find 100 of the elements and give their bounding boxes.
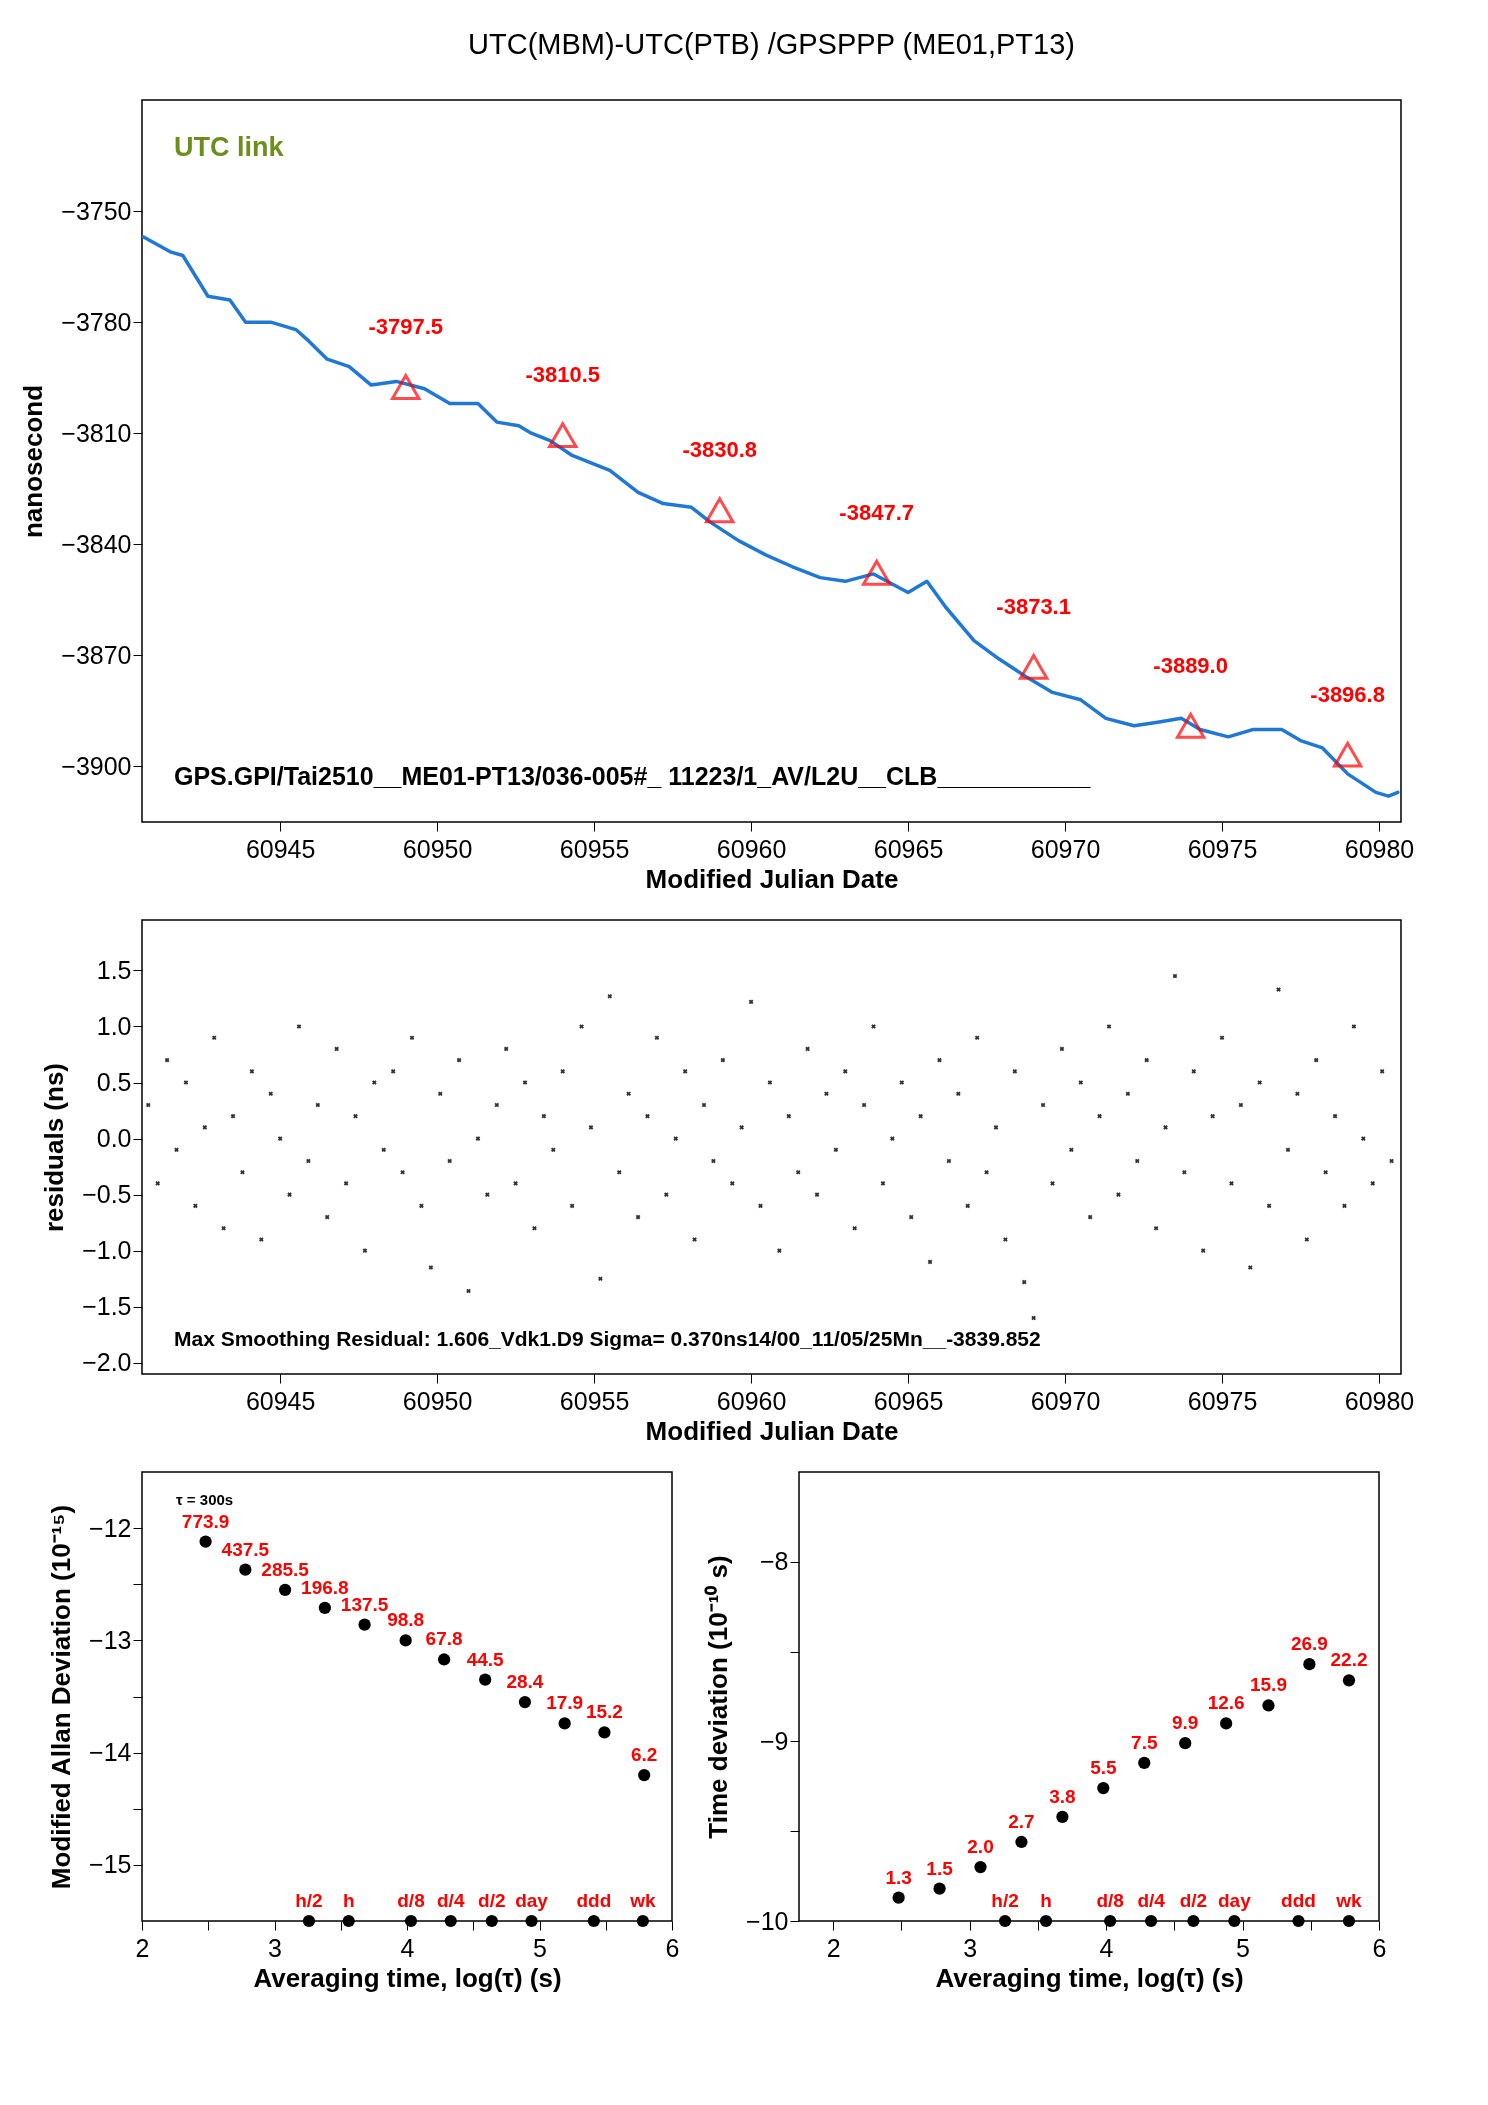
x-tick-label: 60945: [245, 1386, 316, 1415]
annotation: 3.8: [1049, 1785, 1076, 1807]
annotation: 2.0: [967, 1836, 994, 1858]
annotation: 6.2: [630, 1744, 658, 1766]
annotation: 17.9: [546, 1692, 584, 1714]
y-tick-label: −2.0: [82, 1348, 132, 1377]
x-tick-label: 60960: [716, 1386, 787, 1415]
y-tick-label: −3870: [61, 640, 132, 669]
annotation: 1.5: [926, 1857, 954, 1879]
annotation: d/2: [478, 1890, 506, 1911]
annotation: 26.9: [1290, 1633, 1328, 1655]
point: [1262, 1699, 1275, 1712]
x-axis-title: Averaging time, log(τ) (s): [253, 1962, 562, 1993]
point: [485, 1914, 498, 1928]
point: [302, 1914, 316, 1928]
point: [974, 1861, 987, 1874]
point: [1039, 1914, 1053, 1928]
point: [558, 1717, 571, 1730]
point: [587, 1914, 600, 1928]
point: [638, 1768, 651, 1782]
y-axis-title: nanosecond: [18, 384, 49, 539]
x-tick-label: 60970: [1030, 1386, 1101, 1415]
point: [479, 1673, 492, 1686]
point: [1332, 741, 1363, 768]
annotation: 437.5: [221, 1538, 270, 1560]
x-tick-label: 5: [1236, 1933, 1250, 1962]
x-tick-label: 3: [963, 1933, 978, 1962]
x-tick-label: 6: [665, 1933, 680, 1962]
x-tick-label: 60965: [873, 1386, 944, 1415]
annotation: Max Smoothing Residual: 1.606_Vdk1.D9 Sigma= 0.370ns14/00_11/05/25Mn__-3839.852: [174, 1327, 1041, 1350]
y-axis-title: residuals (ns): [39, 1062, 70, 1233]
annotation: 28.4: [506, 1671, 544, 1693]
point: [239, 1563, 252, 1576]
annotation: ddd: [1281, 1890, 1316, 1911]
point: [199, 1535, 212, 1548]
point: [933, 1882, 946, 1895]
point: [1015, 1835, 1028, 1849]
y-tick-label: −1.0: [82, 1236, 132, 1265]
point: [404, 1914, 418, 1928]
y-tick-label: −15: [89, 1850, 132, 1879]
annotation: day: [515, 1890, 549, 1911]
point: [1138, 1756, 1151, 1770]
x-tick-label: 60950: [402, 1386, 473, 1415]
x-axis-title: Averaging time, log(τ) (s): [935, 1962, 1244, 1993]
annotation: 44.5: [466, 1648, 505, 1670]
x-axis-title: Modified Julian Date: [645, 863, 899, 894]
point: [1342, 1674, 1356, 1687]
annotation: wk: [1335, 1890, 1363, 1911]
annotation: d/8: [1096, 1890, 1124, 1911]
annotation: 1.3: [885, 1866, 912, 1888]
annotation: 15.2: [585, 1701, 623, 1723]
x-tick-label: 4: [400, 1933, 415, 1962]
annotation: h: [1040, 1890, 1052, 1911]
annotation: ddd: [576, 1890, 612, 1911]
x-tick-label: 3: [268, 1933, 282, 1962]
point: [1056, 1810, 1069, 1823]
point: [1175, 712, 1206, 739]
point: [1144, 1914, 1158, 1928]
annotation: 9.9: [1172, 1712, 1199, 1734]
annotation: 12.6: [1207, 1692, 1245, 1714]
point: [704, 497, 735, 524]
y-tick-label: −10: [746, 1906, 789, 1935]
y-tick-label: −12: [89, 1513, 132, 1542]
point: [399, 1634, 412, 1647]
data-label: -3889.0: [1153, 652, 1228, 678]
point: [318, 1601, 331, 1614]
annotation: d/2: [1179, 1890, 1208, 1911]
x-tick-label: 60955: [559, 834, 630, 863]
point: [1187, 1914, 1200, 1928]
annotation: day: [1217, 1890, 1252, 1911]
point: [278, 1583, 292, 1596]
x-tick-label: 2: [135, 1933, 150, 1962]
annotation: h/2: [295, 1890, 323, 1911]
annotation: UTC link: [174, 132, 285, 162]
x-tick-label: 60975: [1187, 834, 1258, 863]
point: [1220, 1717, 1233, 1730]
x-tick-label: 60965: [873, 834, 944, 863]
annotation: 2.7: [1008, 1810, 1035, 1832]
y-axis-title: Modified Allan Deviation (10⁻¹⁵): [46, 1504, 77, 1890]
point: [518, 1696, 532, 1709]
y-tick-label: −0.5: [82, 1180, 132, 1209]
point: [861, 559, 892, 586]
y-tick-label: −9: [759, 1726, 789, 1755]
x-tick-label: 5: [533, 1933, 547, 1962]
point: [444, 1914, 457, 1928]
annotation: d/4: [1137, 1890, 1166, 1911]
x-axis-title: Modified Julian Date: [645, 1415, 899, 1446]
point: [1104, 1914, 1117, 1928]
y-tick-label: −3840: [61, 529, 132, 558]
annotation: h: [342, 1890, 355, 1911]
y-tick-label: 0.0: [96, 1124, 132, 1153]
point: [998, 1914, 1012, 1928]
point: [391, 373, 421, 400]
y-tick-label: −3750: [61, 196, 132, 225]
y-tick-label: −13: [89, 1625, 132, 1654]
point: [1342, 1914, 1356, 1928]
point: [342, 1914, 355, 1928]
point: [358, 1618, 371, 1631]
annotation: d/4: [437, 1890, 465, 1911]
y-tick-label: 0.5: [96, 1068, 132, 1097]
